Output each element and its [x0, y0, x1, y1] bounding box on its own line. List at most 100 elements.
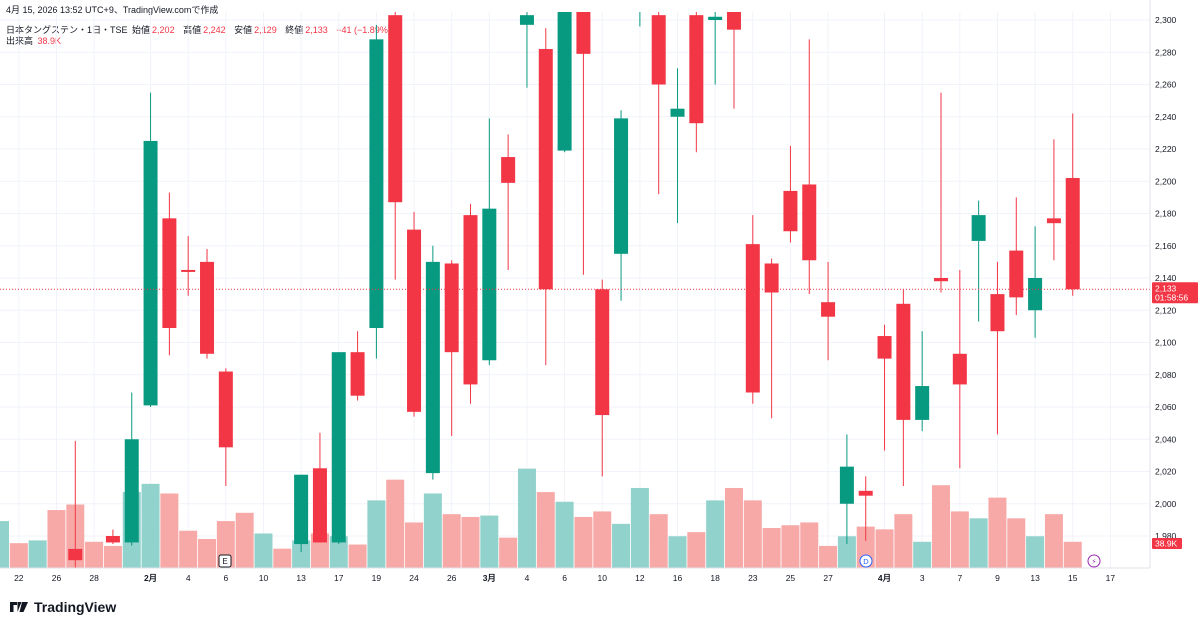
x-tick-label: 13 — [1030, 573, 1040, 583]
y-tick-label: 2,140 — [1155, 273, 1177, 283]
volume-bar — [1007, 518, 1026, 568]
y-tick-label: 2,180 — [1155, 209, 1177, 219]
candle-body — [689, 15, 704, 124]
candle-body — [1065, 178, 1080, 290]
volume-bar — [517, 468, 536, 568]
y-tick-label: 2,240 — [1155, 112, 1177, 122]
volume-bar — [969, 518, 988, 568]
volume-bar — [894, 514, 913, 568]
candle-body — [124, 439, 139, 543]
candle-body — [802, 184, 817, 261]
volume-bar — [706, 500, 725, 568]
candle-body — [971, 215, 986, 241]
open-label: 始値 — [132, 25, 151, 35]
dividend-marker[interactable] — [859, 554, 873, 568]
x-tick-label: 19 — [372, 573, 382, 583]
x-tick-label: 26 — [447, 573, 457, 583]
candle-body — [896, 303, 911, 420]
current-price-tag — [1152, 282, 1198, 304]
volume-bar — [555, 501, 574, 568]
volume-bar — [837, 536, 856, 568]
volume-bar — [574, 516, 593, 568]
earnings-marker[interactable] — [218, 554, 232, 568]
candle-body — [444, 263, 459, 353]
candle-body — [670, 108, 685, 117]
high-label: 高値 — [183, 25, 202, 35]
candle-body — [369, 39, 384, 328]
x-tick-label: 13 — [296, 573, 306, 583]
y-tick-label: 2,040 — [1155, 434, 1177, 444]
candle-body — [858, 490, 873, 496]
candle-body — [519, 15, 534, 25]
volume-bar — [179, 530, 198, 568]
x-tick-label: 17 — [334, 573, 344, 583]
volume-bar — [800, 522, 819, 568]
volume-bar — [649, 514, 668, 568]
candle-body — [482, 208, 497, 361]
candle-body — [312, 468, 327, 543]
symbol-name[interactable]: 日本タングステン・1日・TSE — [6, 25, 128, 35]
x-tick-label: 3 — [920, 573, 925, 583]
volume-bar — [292, 540, 311, 568]
tradingview-logo[interactable]: TradingView — [8, 599, 116, 615]
volume-bar — [612, 523, 631, 568]
volume-label[interactable]: 出来高 — [6, 36, 34, 46]
volume-bar — [28, 540, 47, 568]
volume-bar — [405, 522, 424, 568]
bar-countdown: 01:58:56 — [1155, 292, 1188, 302]
change-value: −41 (−1.89%) — [336, 25, 391, 35]
y-tick-label: 2,220 — [1155, 144, 1177, 154]
volume-bar — [348, 544, 367, 568]
high-value: 2,242 — [203, 25, 226, 35]
volume-bar — [630, 487, 649, 568]
volume-tag-value: 38.9K — [1155, 539, 1178, 549]
candle-body — [162, 218, 177, 328]
candle-body — [595, 289, 610, 416]
y-tick-label: 2,000 — [1155, 499, 1177, 509]
candle-body — [557, 12, 572, 151]
candle-body — [764, 263, 779, 293]
y-tick-label: 2,080 — [1155, 370, 1177, 380]
candle-body — [934, 278, 948, 282]
x-tick-label: 2月 — [144, 573, 157, 583]
volume-bar — [198, 539, 217, 568]
volume-bar — [1044, 514, 1063, 568]
volume-bar — [1026, 536, 1045, 568]
x-tick-label: 4 — [186, 573, 191, 583]
volume-bar — [235, 512, 254, 568]
close-label: 終値 — [285, 25, 304, 35]
volume-bar — [875, 529, 894, 568]
volume-bar — [1063, 541, 1082, 568]
volume-bar — [480, 515, 499, 568]
candle-body — [915, 386, 930, 420]
candle-body — [463, 215, 478, 385]
x-tick-label: 23 — [748, 573, 758, 583]
x-tick-label: 4 — [525, 573, 530, 583]
x-tick-label: 6 — [223, 573, 228, 583]
candle-body — [839, 466, 854, 504]
volume-bar — [9, 543, 28, 568]
candle-body — [388, 15, 403, 203]
open-value: 2,202 — [152, 25, 175, 35]
volume-bar — [762, 527, 781, 568]
x-tick-label: 10 — [598, 573, 608, 583]
volume-bar — [0, 521, 9, 568]
volume-bar — [536, 492, 555, 568]
candle-body — [651, 15, 666, 85]
tradingview-logo-icon — [10, 602, 28, 612]
y-tick-label: 2,120 — [1155, 305, 1177, 315]
volume-bar — [254, 533, 273, 568]
candle-body — [105, 536, 120, 543]
candle-body — [1009, 250, 1024, 298]
x-tick-label: 17 — [1106, 573, 1116, 583]
volume-bar — [724, 487, 743, 568]
current-price-value: 2,133 — [1155, 283, 1177, 293]
x-tick-label: 22 — [14, 573, 24, 583]
volume-bar — [386, 479, 405, 568]
x-tick-label: 24 — [409, 573, 419, 583]
volume-bar — [442, 514, 461, 568]
x-tick-label: 3月 — [483, 573, 496, 583]
split-marker[interactable] — [1087, 554, 1101, 568]
candle-body — [1028, 278, 1043, 311]
